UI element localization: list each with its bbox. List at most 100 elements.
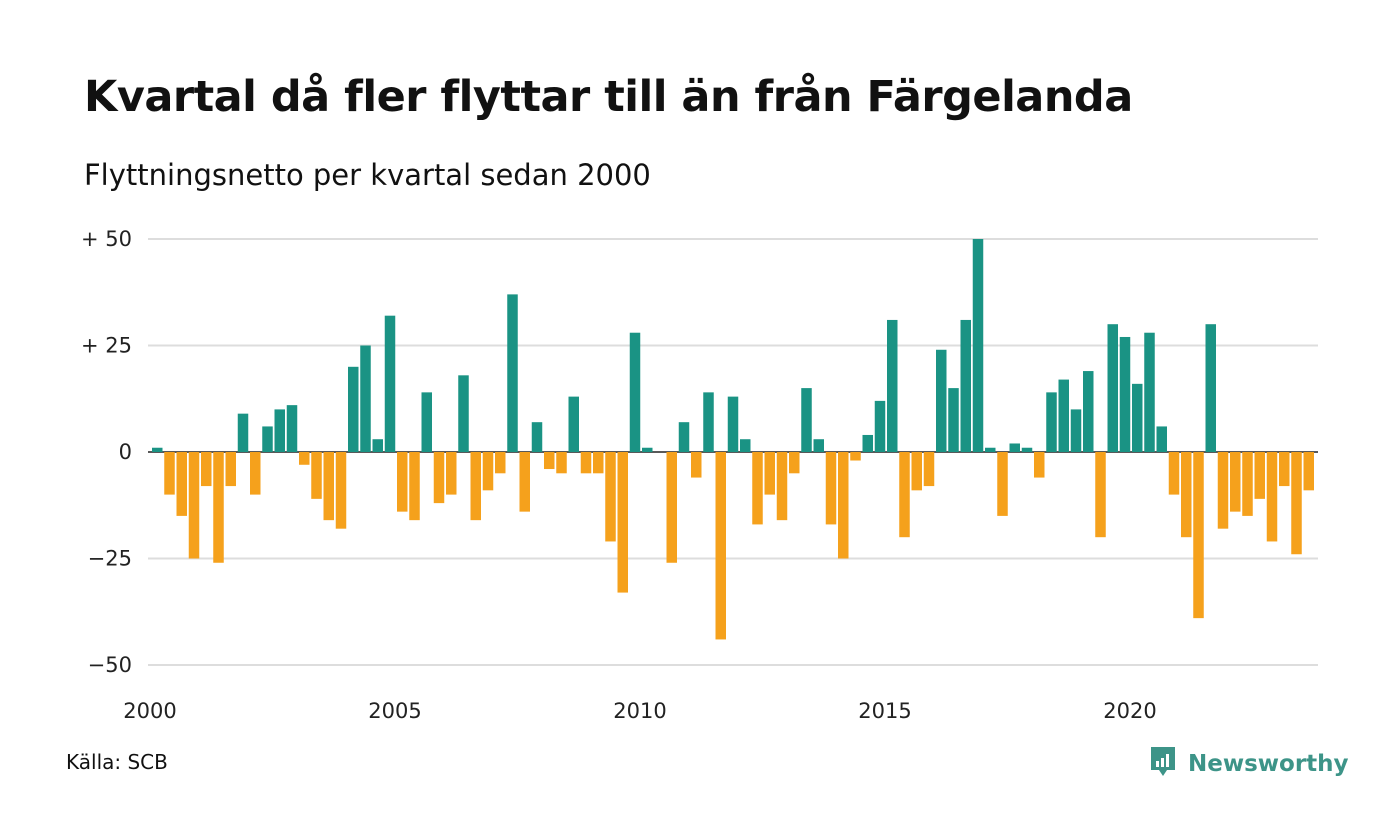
bar xyxy=(250,452,261,495)
bar xyxy=(274,409,285,452)
bar xyxy=(1095,452,1106,538)
y-tick-label: −25 xyxy=(88,547,132,571)
newsworthy-logo-icon xyxy=(1148,744,1178,784)
bar xyxy=(1132,383,1143,452)
bar xyxy=(556,452,567,474)
bar xyxy=(948,388,959,452)
bar xyxy=(421,392,432,452)
y-tick-label: + 25 xyxy=(81,334,132,358)
bar xyxy=(825,452,837,525)
x-tick-label: 2000 xyxy=(123,699,176,723)
bar xyxy=(188,452,200,559)
bar xyxy=(1230,452,1241,512)
bar xyxy=(642,447,653,452)
bar xyxy=(874,400,886,452)
bar xyxy=(1279,452,1290,487)
bar xyxy=(789,452,800,474)
bar xyxy=(972,239,984,452)
bar xyxy=(201,452,212,487)
bar xyxy=(164,452,175,495)
bar xyxy=(1119,336,1131,452)
x-tick-label: 2015 xyxy=(858,699,911,723)
bar xyxy=(311,452,322,499)
bar xyxy=(237,413,249,452)
bar xyxy=(397,452,408,512)
bar xyxy=(519,452,530,512)
bar xyxy=(1181,452,1192,538)
bar xyxy=(666,452,677,563)
bar xyxy=(727,396,739,452)
bar xyxy=(752,452,763,525)
y-tick-label: 0 xyxy=(119,440,132,464)
bar xyxy=(1168,452,1180,495)
bar xyxy=(764,452,775,495)
bar xyxy=(801,388,812,452)
bar xyxy=(568,396,579,452)
bar xyxy=(997,452,1008,516)
chart-title: Kvartal då fler flyttar till än från Fär… xyxy=(84,72,1133,122)
bar xyxy=(703,392,714,452)
x-axis-ticks: 2000 2005 2010 2015 2020 xyxy=(123,699,1156,723)
bar xyxy=(446,452,457,495)
bar xyxy=(691,452,702,478)
bar xyxy=(617,452,628,593)
bar xyxy=(152,447,163,452)
bar xyxy=(323,452,334,521)
x-tick-label: 2020 xyxy=(1103,699,1156,723)
y-tick-label: + 50 xyxy=(81,227,132,251)
bar xyxy=(580,452,592,474)
bar xyxy=(482,452,494,491)
bar xyxy=(1107,324,1118,452)
bar xyxy=(507,294,518,452)
bar xyxy=(1034,452,1045,478)
bar xyxy=(1046,392,1057,452)
brand-name: Newsworthy xyxy=(1188,751,1349,777)
bar xyxy=(1291,452,1302,555)
bars xyxy=(152,239,1314,640)
bar xyxy=(776,452,788,521)
bar xyxy=(544,452,555,470)
bar xyxy=(605,452,616,542)
bar xyxy=(1254,452,1265,499)
bar xyxy=(495,452,506,474)
bar xyxy=(936,349,947,452)
bar xyxy=(923,452,935,487)
y-axis-ticks: + 50 + 25 0 −25 −50 xyxy=(81,227,132,677)
x-tick-label: 2010 xyxy=(613,699,666,723)
bar xyxy=(1070,409,1082,452)
bar xyxy=(629,332,641,452)
bar xyxy=(985,447,996,452)
bar xyxy=(593,452,604,474)
bar xyxy=(409,452,420,521)
bar xyxy=(1242,452,1253,516)
bar xyxy=(1009,443,1020,452)
bar xyxy=(1266,452,1278,542)
bar xyxy=(740,439,751,452)
bar xyxy=(286,405,298,452)
bar xyxy=(678,422,690,452)
bar xyxy=(299,452,310,465)
bar xyxy=(911,452,922,491)
bar xyxy=(1303,452,1314,491)
bar xyxy=(813,439,824,452)
bar xyxy=(960,319,971,452)
bar xyxy=(348,366,359,452)
bar xyxy=(384,315,396,452)
x-tick-label: 2005 xyxy=(368,699,421,723)
bar xyxy=(458,375,469,452)
brand-logo[interactable]: Newsworthy xyxy=(1148,744,1349,784)
bar xyxy=(838,452,849,559)
bar xyxy=(887,319,898,452)
bar xyxy=(1144,332,1155,452)
source-note: Källa: SCB xyxy=(66,750,168,774)
bar xyxy=(176,452,187,516)
bar xyxy=(1217,452,1229,529)
bar xyxy=(1205,324,1216,452)
bar xyxy=(531,422,543,452)
bar xyxy=(372,439,383,452)
bar xyxy=(1058,379,1069,452)
bar xyxy=(715,452,726,640)
bar xyxy=(1083,371,1094,452)
bar xyxy=(470,452,481,521)
